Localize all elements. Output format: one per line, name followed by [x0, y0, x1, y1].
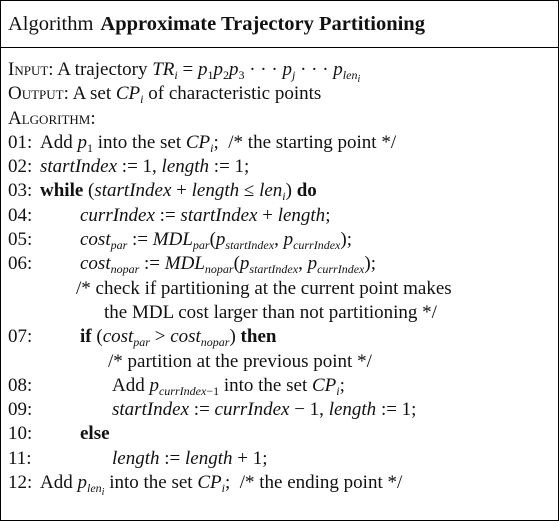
algorithm-title: Approximate Trajectory Partitioning [100, 13, 425, 35]
line-text: the MDL cost larger than not partitionin… [104, 301, 437, 323]
output-line: Output: A set CPi of characteristic poin… [8, 83, 322, 107]
line-number: 11: [8, 447, 32, 469]
pseudocode-line: 10: else [8, 422, 554, 446]
input-line: Input: A trajectory TRi = p1p2p3 · · · p… [8, 59, 361, 85]
line-text: startIndex := 1, length := 1; [40, 156, 250, 178]
line-text: if (costpar > costnopar) then [80, 326, 277, 350]
input-label: Input: [8, 59, 54, 80]
line-text: Add pcurrIndex−1 into the set CPi; [112, 374, 345, 398]
pseudocode-line: 12: Add pleni into the set CPi; /* the en… [8, 471, 554, 499]
line-number: 03: [8, 180, 33, 202]
line-number: 05: [8, 229, 33, 251]
line-number: 09: [8, 399, 33, 421]
pseudocode-line: 04: currIndex := startIndex + length; [8, 204, 554, 228]
pseudocode-line: 02: startIndex := 1, length := 1; [8, 155, 554, 179]
algorithm-keyword: Algorithm [8, 13, 94, 35]
algorithm-label: Algorithm: [8, 107, 96, 129]
algorithm-body: Input: A trajectory TRi = p1p2p3 · · · p… [8, 58, 554, 499]
line-text: costnopar := MDLnopar(pstartIndex, pcurr… [80, 253, 376, 277]
line-text: /* check if partitioning at the current … [76, 277, 452, 299]
line-number: 01: [8, 131, 33, 153]
pseudocode-comment: /* partition at the previous point */ [8, 350, 554, 374]
line-number: 02: [8, 156, 33, 178]
line-text: length := length + 1; [112, 447, 268, 469]
line-number: 08: [8, 374, 33, 396]
pseudocode-line: 01: Add p1 into the set CPi; /* the start… [8, 131, 554, 155]
line-number: 06: [8, 253, 33, 275]
line-text: while (startIndex + length ≤ leni) do [40, 180, 317, 204]
pseudocode-line: 03: while (startIndex + length ≤ leni) do [8, 179, 554, 203]
pseudocode-comment: the MDL cost larger than not partitionin… [8, 301, 554, 325]
pseudocode-comment: /* check if partitioning at the current … [8, 277, 554, 301]
algorithm-label-line: Algorithm: [8, 107, 554, 131]
output-label: Output: [8, 83, 69, 105]
line-text: else [80, 423, 110, 445]
line-text: /* partition at the previous point */ [108, 350, 372, 372]
line-text: costpar := MDLpar(pstartIndex, pcurrInde… [80, 229, 352, 253]
pseudocode-line: 06: costnopar := MDLnopar(pstartIndex, pc… [8, 252, 554, 276]
line-number: 12: [8, 472, 33, 494]
line-text: Add p1 into the set CPi; /* the starting… [40, 131, 397, 155]
pseudocode-line: 08: Add pcurrIndex−1 into the set CPi; [8, 374, 554, 398]
line-number: 04: [8, 204, 33, 226]
pseudocode-line: 09: startIndex := currIndex − 1, length :… [8, 398, 554, 422]
pseudocode-line: 07: if (costpar > costnopar) then [8, 325, 554, 349]
line-text: Add pleni into the set CPi; /* the endin… [40, 472, 403, 499]
line-number: 10: [8, 423, 33, 445]
line-number: 07: [8, 326, 33, 348]
pseudocode-line: 05: costpar := MDLpar(pstartIndex, pcurrI… [8, 228, 554, 252]
line-text: startIndex := currIndex − 1, length := 1… [112, 399, 417, 421]
algorithm-header: Algorithm Approximate Trajectory Partitio… [1, 1, 558, 48]
pseudocode-line: 11: length := length + 1; [8, 447, 554, 471]
line-text: currIndex := startIndex + length; [80, 204, 331, 226]
